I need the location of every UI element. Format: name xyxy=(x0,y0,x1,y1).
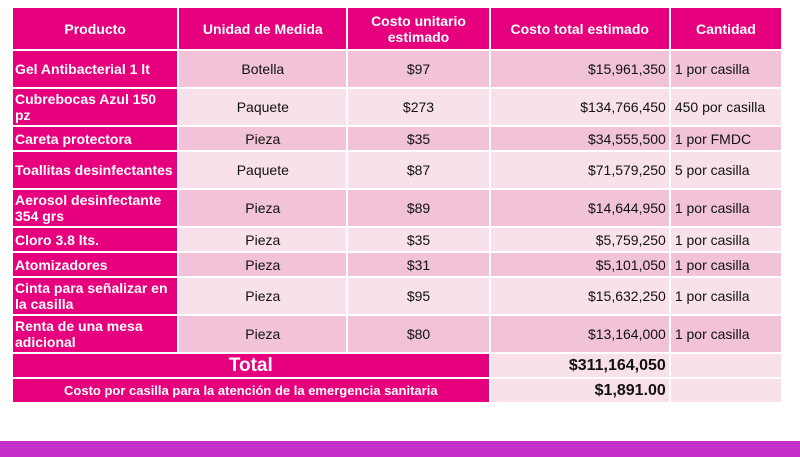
per-casilla-row: Costo por casilla para la atención de la… xyxy=(13,379,781,402)
total-cost-cell: $34,555,500 xyxy=(490,127,669,150)
product-name: Atomizadores xyxy=(13,253,178,276)
unit-cost-cell: $80 xyxy=(348,316,489,352)
total-row: Total $311,164,050 xyxy=(13,354,781,377)
cost-table-container: Producto Unidad de Medida Costo unitario… xyxy=(11,6,783,404)
table-row: Cubrebocas Azul 150 pz Paquete $273 $134… xyxy=(13,89,781,125)
unit-cost-cell: $89 xyxy=(348,190,489,226)
total-cost-cell: $71,579,250 xyxy=(490,152,669,188)
unit-cost-cell: $95 xyxy=(348,278,489,314)
quantity-cell: 1 por casilla xyxy=(670,316,781,352)
quantity-cell: 1 por casilla xyxy=(670,228,781,251)
table-row: Cloro 3.8 lts. Pieza $35 $5,759,250 1 po… xyxy=(13,228,781,251)
quantity-cell: 1 por casilla xyxy=(670,278,781,314)
table-row: Renta de una mesa adicional Pieza $80 $1… xyxy=(13,316,781,352)
product-name: Gel Antibacterial 1 lt xyxy=(13,51,178,87)
table-row: Aerosol desinfectante 354 grs Pieza $89 … xyxy=(13,190,781,226)
header-producto: Producto xyxy=(13,8,178,49)
unit-cell: Pieza xyxy=(179,127,347,150)
header-costo-unitario: Costo unitario estimado xyxy=(348,8,489,49)
total-value: $311,164,050 xyxy=(490,354,669,377)
per-casilla-label: Costo por casilla para la atención de la… xyxy=(13,379,489,402)
cost-table: Producto Unidad de Medida Costo unitario… xyxy=(11,6,783,404)
unit-cost-cell: $87 xyxy=(348,152,489,188)
unit-cell: Pieza xyxy=(179,253,347,276)
unit-cell: Pieza xyxy=(179,190,347,226)
product-name: Cloro 3.8 lts. xyxy=(13,228,178,251)
total-cost-cell: $13,164,000 xyxy=(490,316,669,352)
unit-cell: Pieza xyxy=(179,278,347,314)
quantity-cell: 1 por casilla xyxy=(670,51,781,87)
table-row: Gel Antibacterial 1 lt Botella $97 $15,9… xyxy=(13,51,781,87)
table-row: Atomizadores Pieza $31 $5,101,050 1 por … xyxy=(13,253,781,276)
quantity-cell: 5 por casilla xyxy=(670,152,781,188)
unit-cell: Paquete xyxy=(179,89,347,125)
quantity-cell: 1 por casilla xyxy=(670,190,781,226)
table-row: Toallitas desinfectantes Paquete $87 $71… xyxy=(13,152,781,188)
unit-cost-cell: $35 xyxy=(348,127,489,150)
product-name: Careta protectora xyxy=(13,127,178,150)
header-costo-total: Costo total estimado xyxy=(490,8,669,49)
total-label: Total xyxy=(13,354,489,377)
header-row: Producto Unidad de Medida Costo unitario… xyxy=(13,8,781,49)
product-name: Toallitas desinfectantes xyxy=(13,152,178,188)
total-cost-cell: $15,632,250 xyxy=(490,278,669,314)
header-unidad: Unidad de Medida xyxy=(179,8,347,49)
product-name: Aerosol desinfectante 354 grs xyxy=(13,190,178,226)
product-name: Cubrebocas Azul 150 pz xyxy=(13,89,178,125)
unit-cell: Pieza xyxy=(179,316,347,352)
per-casilla-value: $1,891.00 xyxy=(490,379,669,402)
unit-cost-cell: $35 xyxy=(348,228,489,251)
table-row: Careta protectora Pieza $35 $34,555,500 … xyxy=(13,127,781,150)
total-cost-cell: $14,644,950 xyxy=(490,190,669,226)
total-cost-cell: $5,759,250 xyxy=(490,228,669,251)
total-empty-cell xyxy=(670,354,781,377)
product-name: Renta de una mesa adicional xyxy=(13,316,178,352)
product-name: Cinta para señalizar en la casilla xyxy=(13,278,178,314)
table-row: Cinta para señalizar en la casilla Pieza… xyxy=(13,278,781,314)
total-cost-cell: $15,961,350 xyxy=(490,51,669,87)
per-casilla-empty-cell xyxy=(670,379,781,402)
unit-cell: Botella xyxy=(179,51,347,87)
unit-cell: Paquete xyxy=(179,152,347,188)
quantity-cell: 1 por casilla xyxy=(670,253,781,276)
unit-cost-cell: $273 xyxy=(348,89,489,125)
unit-cost-cell: $97 xyxy=(348,51,489,87)
bottom-decorative-bar xyxy=(0,441,800,457)
unit-cost-cell: $31 xyxy=(348,253,489,276)
unit-cell: Pieza xyxy=(179,228,347,251)
total-cost-cell: $134,766,450 xyxy=(490,89,669,125)
quantity-cell: 1 por FMDC xyxy=(670,127,781,150)
quantity-cell: 450 por casilla xyxy=(670,89,781,125)
total-cost-cell: $5,101,050 xyxy=(490,253,669,276)
header-cantidad: Cantidad xyxy=(670,8,781,49)
